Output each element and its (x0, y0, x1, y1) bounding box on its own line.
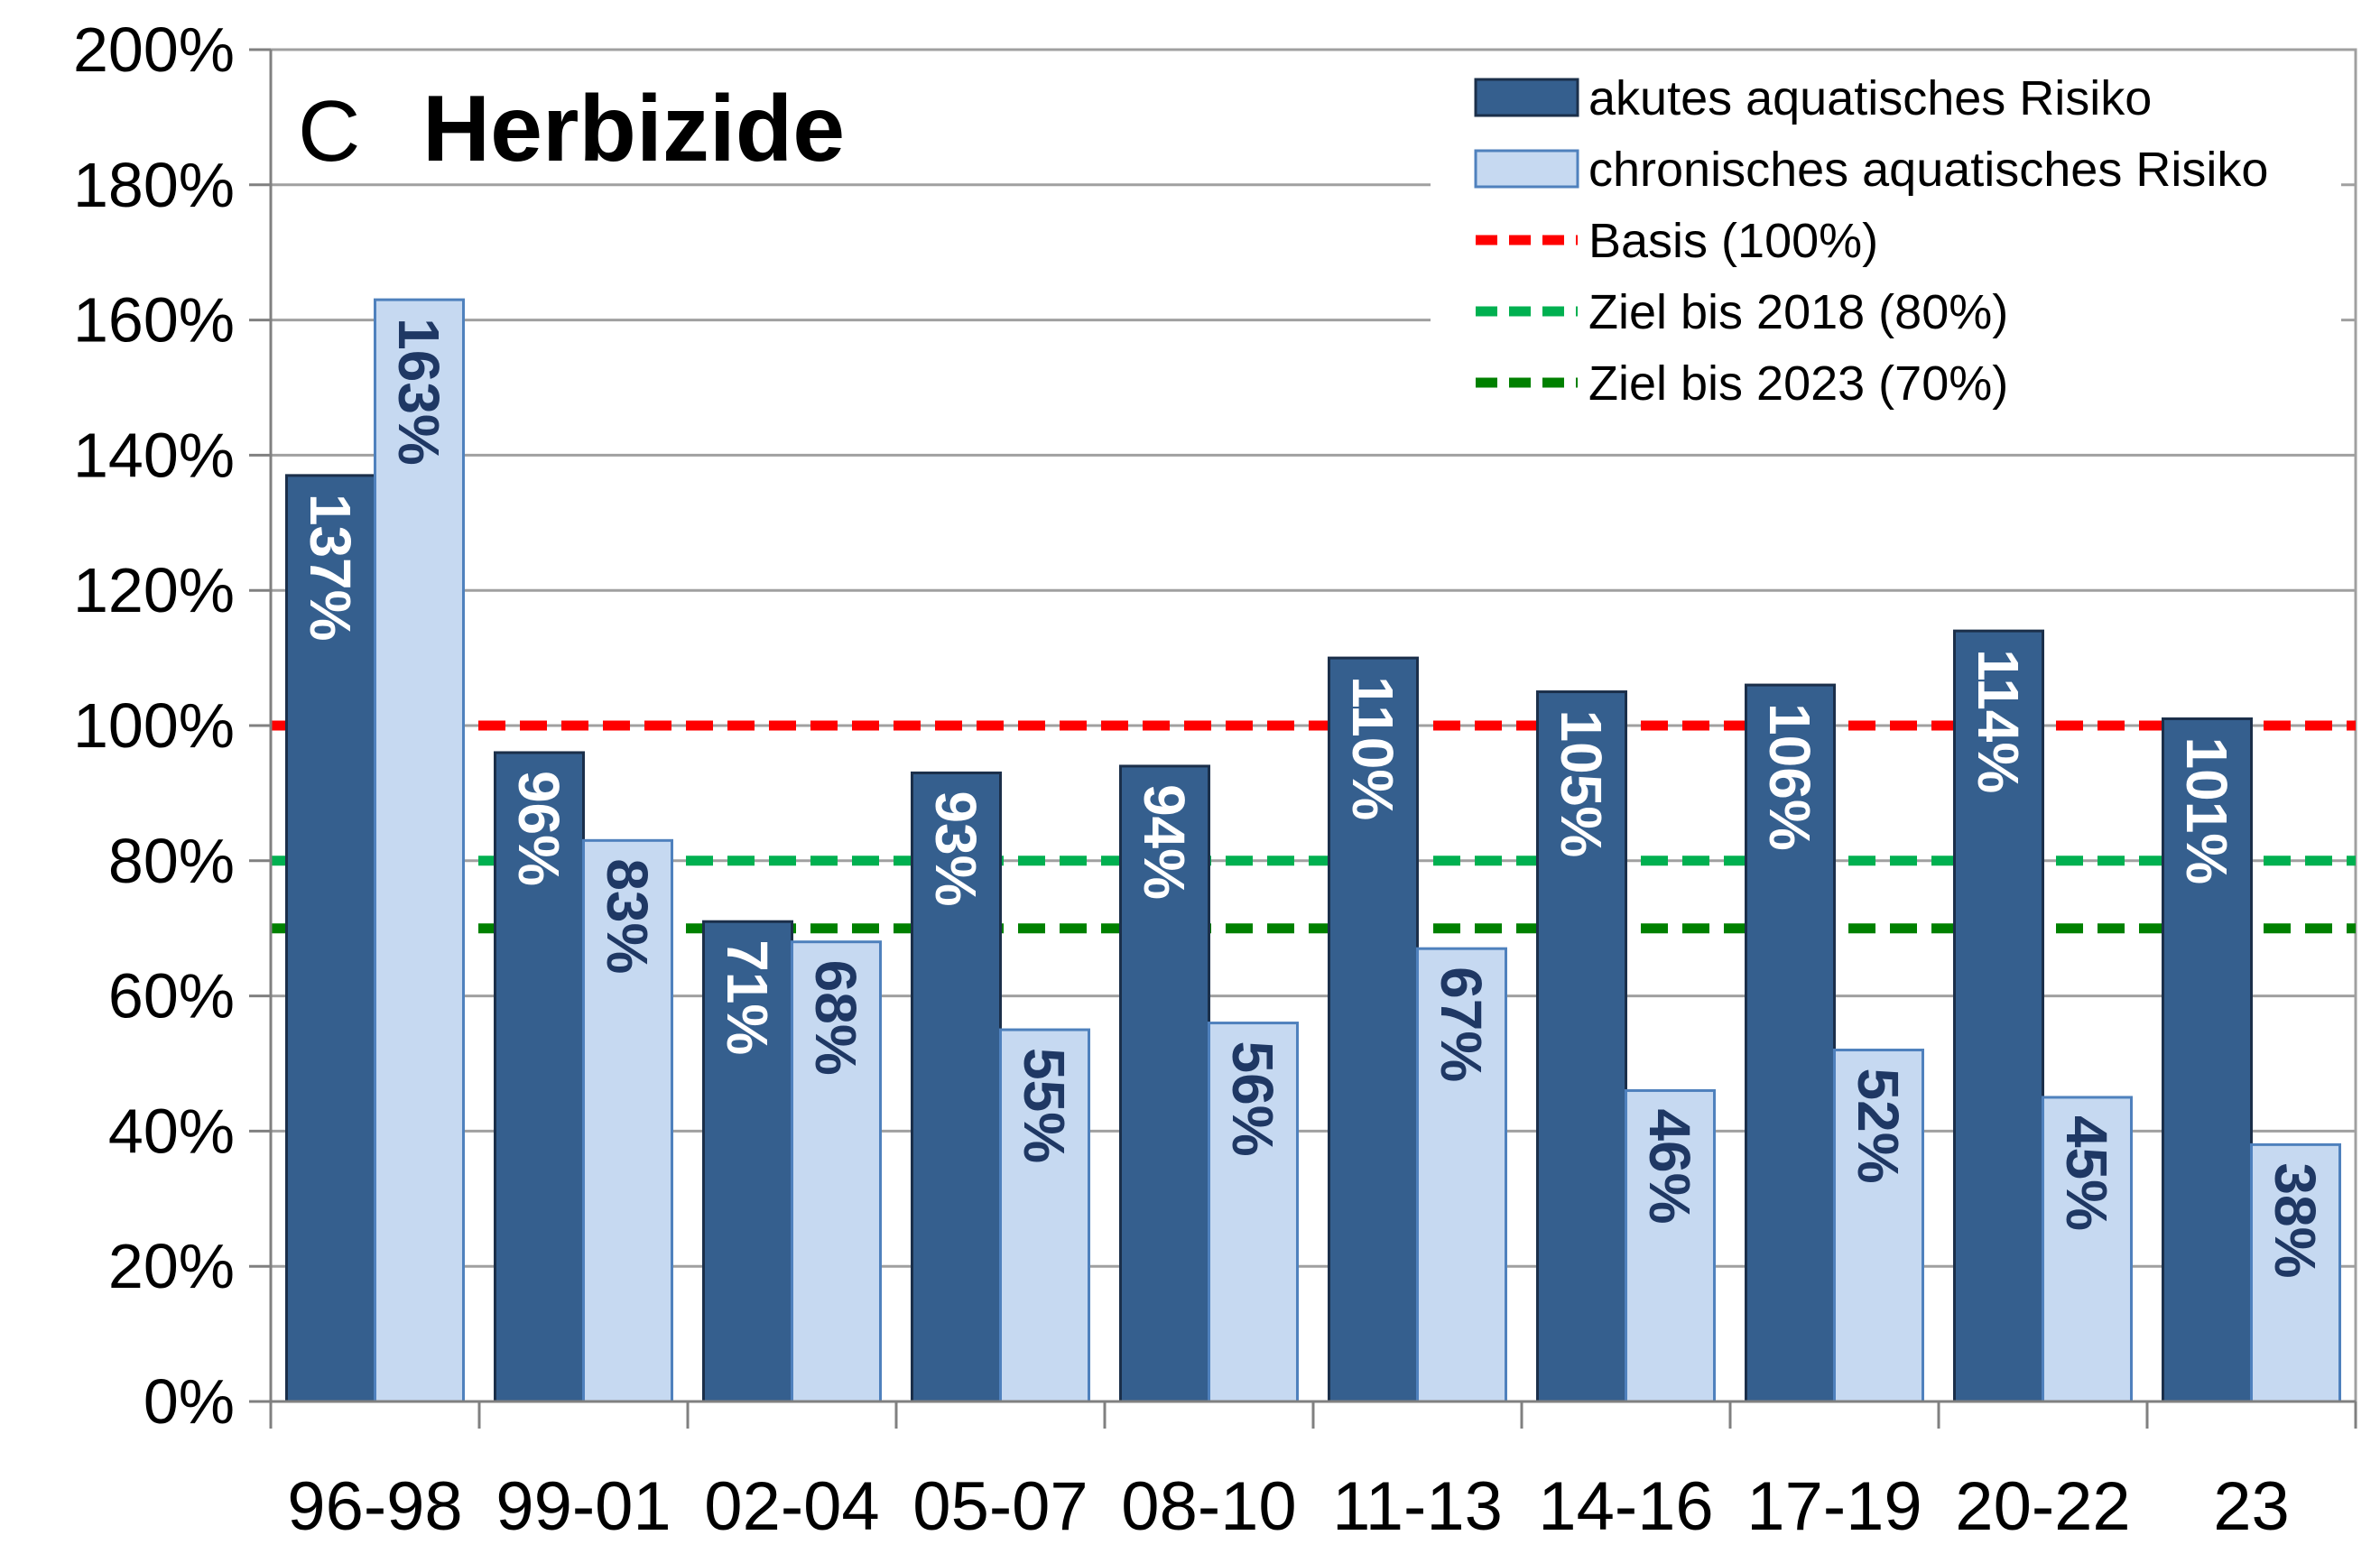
data-label-acute: 105% (1549, 710, 1614, 858)
data-label-chronic: 67% (1429, 967, 1494, 1082)
x-category-label: 08-10 (1121, 1468, 1296, 1545)
y-tick-label: 140% (73, 420, 235, 490)
y-tick-label: 100% (73, 690, 235, 761)
data-label-chronic: 55% (1012, 1048, 1077, 1163)
legend: akutes aquatisches Risiko chronisches aqu… (1431, 54, 2341, 420)
bar-acute (1953, 629, 2044, 1403)
data-label-acute: 71% (715, 939, 780, 1055)
y-tick-label: 160% (73, 285, 235, 356)
bar-acute (2162, 717, 2253, 1403)
legend-label: Ziel bis 2023 (70%) (1588, 356, 2008, 411)
bars (285, 298, 2341, 1403)
bar-chronic (1416, 947, 1507, 1403)
legend-swatch (1474, 78, 1579, 117)
data-label-chronic: 83% (595, 858, 660, 974)
legend-label: Ziel bis 2018 (80%) (1588, 285, 2008, 339)
data-label-chronic: 38% (2263, 1162, 2328, 1278)
bar-chronic (1625, 1088, 1716, 1403)
bar-chronic (2042, 1096, 2133, 1403)
data-label-acute: 110% (1340, 676, 1405, 820)
legend-background (1431, 54, 2341, 420)
legend-label: akutes aquatisches Risiko (1588, 71, 2152, 125)
data-label-chronic: 68% (803, 960, 868, 1076)
data-label-acute: 93% (923, 791, 988, 906)
x-category-label: 96-98 (287, 1468, 462, 1545)
x-category-label: 14-16 (1538, 1468, 1713, 1545)
data-label-chronic: 45% (2054, 1115, 2119, 1231)
bar-acute (1328, 656, 1419, 1403)
y-tick-label: 80% (108, 826, 235, 896)
bar-acute (1536, 690, 1627, 1403)
bar-chronic (374, 298, 465, 1403)
x-category-label: 02-04 (704, 1468, 879, 1545)
bar-chronic (1833, 1049, 1924, 1403)
data-label-acute: 101% (2174, 737, 2239, 885)
data-label-chronic: 46% (1637, 1108, 1702, 1224)
data-label-chronic: 163% (386, 318, 451, 466)
y-tick-label: 40% (108, 1096, 235, 1166)
bar-chronic (1208, 1022, 1299, 1403)
data-labels: 137% 96% 71% 93% 94% 110% 105% 106% 114% 101% 163%… (298, 318, 2328, 1278)
data-label-acute: 114% (1966, 649, 2031, 793)
x-category-label: 99-01 (495, 1468, 671, 1545)
bar-chronic (999, 1028, 1090, 1403)
x-category-label: 05-07 (912, 1468, 1088, 1545)
data-label-acute: 96% (506, 771, 571, 886)
legend-swatch (1474, 149, 1579, 189)
x-category-label: 11-13 (1332, 1468, 1503, 1545)
bar-chronic (791, 940, 882, 1403)
panel-letter: C (298, 83, 360, 180)
data-label-acute: 94% (1132, 784, 1197, 900)
bar-acute (1119, 764, 1210, 1403)
x-category-label: 23 (2213, 1468, 2290, 1545)
x-category-label: 20-22 (1955, 1468, 2130, 1545)
y-tick-label: 0% (144, 1366, 235, 1437)
legend-label: chronisches aquatisches Risiko (1588, 143, 2268, 197)
data-label-acute: 137% (298, 494, 363, 642)
data-label-acute: 106% (1757, 703, 1822, 851)
y-tick-label: 200% (73, 14, 235, 85)
legend-label: Basis (100%) (1588, 214, 1878, 268)
y-tick-label: 180% (73, 150, 235, 220)
bar-chronic (2250, 1142, 2341, 1403)
data-label-chronic: 52% (1846, 1068, 1911, 1184)
data-label-chronic: 56% (1220, 1041, 1285, 1157)
axes: 0% 20% 40% 60% 80% 100% 120% 140% 160% 180% 200% 96… (73, 14, 2357, 1545)
y-tick-label: 20% (108, 1231, 235, 1301)
panel-title: Herbizide (422, 77, 845, 181)
y-tick-label: 120% (73, 555, 235, 625)
x-category-label: 17-19 (1746, 1468, 1922, 1545)
y-tick-label: 60% (108, 961, 235, 1031)
